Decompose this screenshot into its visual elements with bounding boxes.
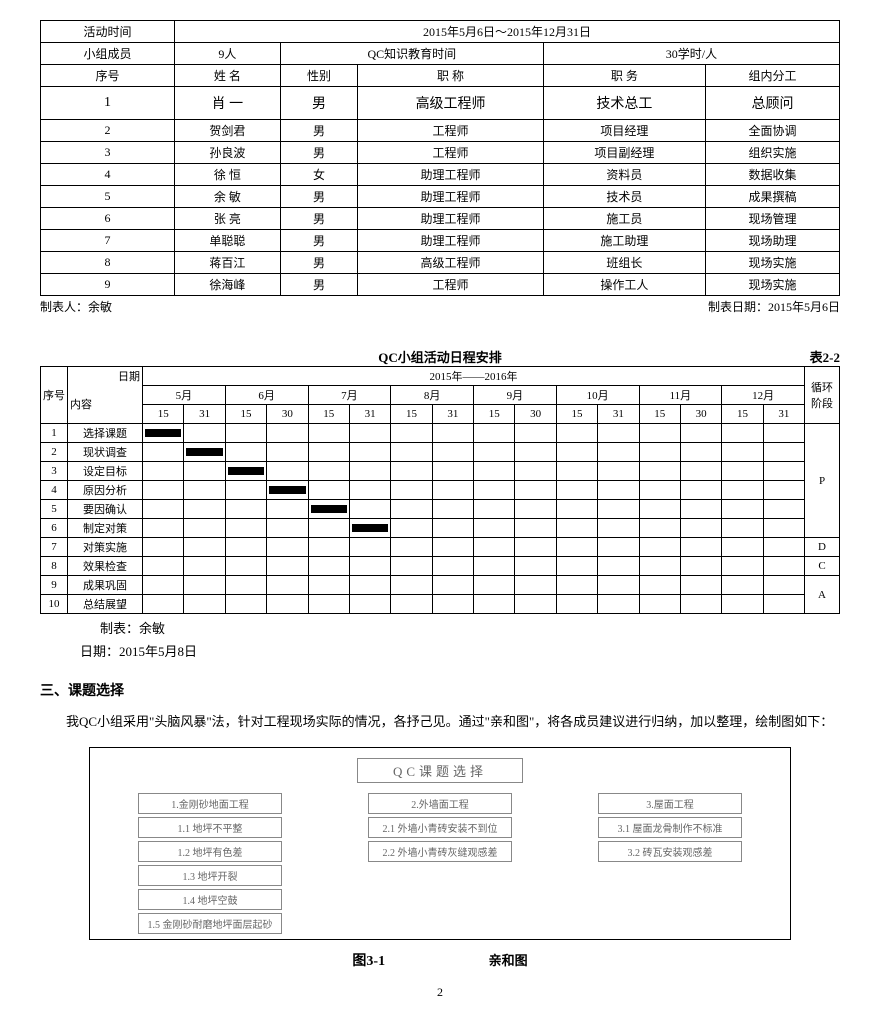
cell: 资料员 bbox=[543, 164, 705, 186]
section-para: 我QC小组采用"头脑风暴"法，针对工程现场实际的情况，各抒己见。通过"亲和图"，… bbox=[40, 708, 840, 737]
cell: 技术总工 bbox=[543, 87, 705, 120]
diagram-item: 1.1 地坪不平整 bbox=[138, 817, 282, 838]
th: 职 称 bbox=[358, 65, 544, 87]
cell: 徐海峰 bbox=[174, 274, 280, 296]
cell: 3 bbox=[41, 142, 175, 164]
diagram-item: 1.3 地坪开裂 bbox=[138, 865, 282, 886]
cell: 数据收集 bbox=[706, 164, 840, 186]
cell: 男 bbox=[280, 142, 358, 164]
cell: 活动时间 bbox=[41, 21, 175, 43]
cell: 30学时/人 bbox=[543, 43, 839, 65]
cell: 9 bbox=[41, 274, 175, 296]
cell: 2 bbox=[41, 120, 175, 142]
cell: 高级工程师 bbox=[358, 87, 544, 120]
diagram-head: 2.外墙面工程 bbox=[368, 793, 512, 814]
cell: 工程师 bbox=[358, 142, 544, 164]
gantt-title: QC小组活动日程安排 bbox=[378, 350, 502, 365]
cell: 助理工程师 bbox=[358, 164, 544, 186]
cell: 现场实施 bbox=[706, 252, 840, 274]
cell: 女 bbox=[280, 164, 358, 186]
cell: 全面协调 bbox=[706, 120, 840, 142]
diagram-item: 3.1 屋面龙骨制作不标准 bbox=[598, 817, 742, 838]
cell: 张 亮 bbox=[174, 208, 280, 230]
cell: 男 bbox=[280, 186, 358, 208]
cell: 9人 bbox=[174, 43, 280, 65]
cell: 贺剑君 bbox=[174, 120, 280, 142]
cell: QC知识教育时间 bbox=[280, 43, 543, 65]
cell: 班组长 bbox=[543, 252, 705, 274]
cell: 4 bbox=[41, 164, 175, 186]
cell: 单聪聪 bbox=[174, 230, 280, 252]
diagram-item: 1.4 地坪空鼓 bbox=[138, 889, 282, 910]
cell: 2015年5月6日～2015年12月31日 bbox=[174, 21, 839, 43]
cell: 男 bbox=[280, 120, 358, 142]
cell: 高级工程师 bbox=[358, 252, 544, 274]
cell: 7 bbox=[41, 230, 175, 252]
diagram-item: 1.5 金刚砂耐磨地坪面层起砂 bbox=[138, 913, 282, 934]
cell: 现场实施 bbox=[706, 274, 840, 296]
gantt-author: 制表：余敏 bbox=[100, 618, 840, 637]
diagram-title: QC课题选择 bbox=[357, 758, 523, 783]
cell: 男 bbox=[280, 252, 358, 274]
cell: 男 bbox=[280, 274, 358, 296]
cell: 施工助理 bbox=[543, 230, 705, 252]
cell: 操作工人 bbox=[543, 274, 705, 296]
diagram-head: 1.金刚砂地面工程 bbox=[138, 793, 282, 814]
cell: 男 bbox=[280, 87, 358, 120]
members-table: 活动时间 2015年5月6日～2015年12月31日 小组成员 9人 QC知识教… bbox=[40, 20, 840, 296]
cell: 5 bbox=[41, 186, 175, 208]
gantt-table: 序号日期2015年——2016年循环阶段内容5月6月7月8月9月10月11月12… bbox=[40, 366, 840, 614]
cell: 工程师 bbox=[358, 120, 544, 142]
cell: 助理工程师 bbox=[358, 230, 544, 252]
cell: 男 bbox=[280, 208, 358, 230]
cell: 6 bbox=[41, 208, 175, 230]
cell: 技术员 bbox=[543, 186, 705, 208]
cell: 工程师 bbox=[358, 274, 544, 296]
diagram-item: 1.2 地坪有色差 bbox=[138, 841, 282, 862]
cell: 小组成员 bbox=[41, 43, 175, 65]
th: 职 务 bbox=[543, 65, 705, 87]
affinity-diagram: QC课题选择 1.金刚砂地面工程 1.1 地坪不平整 1.2 地坪有色差 1.3 地坪… bbox=[89, 747, 791, 940]
cell: 施工员 bbox=[543, 208, 705, 230]
cell: 现场管理 bbox=[706, 208, 840, 230]
cell: 助理工程师 bbox=[358, 186, 544, 208]
cell: 8 bbox=[41, 252, 175, 274]
cell: 项目经理 bbox=[543, 120, 705, 142]
cell: 总顾问 bbox=[706, 87, 840, 120]
cell: 余 敏 bbox=[174, 186, 280, 208]
gantt-tableno: 表2-2 bbox=[810, 347, 840, 366]
figure-name: 亲和图 bbox=[489, 953, 528, 968]
th: 组内分工 bbox=[706, 65, 840, 87]
table-date: 制表日期：2015年5月6日 bbox=[708, 298, 840, 315]
cell: 组织实施 bbox=[706, 142, 840, 164]
cell: 蒋百江 bbox=[174, 252, 280, 274]
cell: 肖 一 bbox=[174, 87, 280, 120]
section-title: 三、课题选择 bbox=[40, 680, 840, 700]
page-number: 2 bbox=[40, 985, 840, 1000]
cell: 1 bbox=[41, 87, 175, 120]
th: 性别 bbox=[280, 65, 358, 87]
table-author: 制表人：余敏 bbox=[40, 298, 112, 315]
diagram-item: 3.2 砖瓦安装观感差 bbox=[598, 841, 742, 862]
diagram-item: 2.1 外墙小青砖安装不到位 bbox=[368, 817, 512, 838]
th: 姓 名 bbox=[174, 65, 280, 87]
cell: 徐 恒 bbox=[174, 164, 280, 186]
cell: 孙良波 bbox=[174, 142, 280, 164]
gantt-date: 日期：2015年5月8日 bbox=[80, 641, 840, 660]
cell: 现场助理 bbox=[706, 230, 840, 252]
cell: 助理工程师 bbox=[358, 208, 544, 230]
figure-number: 图3-1 bbox=[352, 954, 385, 969]
cell: 成果撰稿 bbox=[706, 186, 840, 208]
cell: 项目副经理 bbox=[543, 142, 705, 164]
diagram-head: 3.屋面工程 bbox=[598, 793, 742, 814]
diagram-item: 2.2 外墙小青砖灰缝观感差 bbox=[368, 841, 512, 862]
th: 序号 bbox=[41, 65, 175, 87]
cell: 男 bbox=[280, 230, 358, 252]
